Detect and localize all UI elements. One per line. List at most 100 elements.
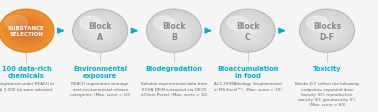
Ellipse shape [241, 26, 254, 36]
Text: Biodegradation: Biodegradation [146, 65, 202, 71]
Ellipse shape [4, 14, 49, 49]
Ellipse shape [98, 30, 102, 33]
Ellipse shape [303, 13, 351, 50]
Ellipse shape [23, 29, 30, 34]
Ellipse shape [169, 28, 178, 35]
Ellipse shape [239, 25, 256, 38]
Ellipse shape [94, 27, 105, 36]
Ellipse shape [321, 26, 333, 36]
Ellipse shape [87, 21, 114, 42]
Ellipse shape [243, 28, 252, 35]
Ellipse shape [173, 31, 175, 32]
Ellipse shape [306, 15, 348, 48]
Ellipse shape [80, 17, 101, 30]
Text: REACH registration tonnage
and environmental release
categories. (Max. score = 1: REACH registration tonnage and environme… [70, 82, 130, 96]
Ellipse shape [9, 18, 44, 45]
Ellipse shape [164, 24, 184, 39]
Ellipse shape [21, 27, 32, 36]
Ellipse shape [76, 13, 124, 50]
Ellipse shape [170, 29, 178, 34]
Text: Block
B: Block B [162, 21, 186, 41]
Ellipse shape [94, 26, 107, 36]
Ellipse shape [8, 17, 45, 46]
Ellipse shape [319, 25, 335, 38]
Ellipse shape [96, 28, 105, 35]
Ellipse shape [168, 27, 179, 36]
Ellipse shape [83, 18, 118, 45]
Ellipse shape [235, 21, 260, 41]
Ellipse shape [149, 12, 198, 51]
Ellipse shape [312, 20, 342, 43]
Ellipse shape [224, 13, 271, 50]
Ellipse shape [167, 26, 180, 36]
Ellipse shape [318, 24, 336, 38]
Ellipse shape [242, 27, 253, 36]
Ellipse shape [246, 30, 249, 33]
Ellipse shape [15, 22, 38, 41]
Ellipse shape [162, 22, 186, 41]
Ellipse shape [228, 16, 267, 46]
Ellipse shape [307, 17, 327, 30]
Ellipse shape [148, 12, 200, 51]
Ellipse shape [91, 24, 109, 38]
Ellipse shape [12, 20, 41, 43]
Ellipse shape [247, 31, 248, 32]
Ellipse shape [90, 24, 110, 39]
Ellipse shape [305, 14, 349, 48]
Text: Toxicity: Toxicity [313, 65, 341, 71]
Ellipse shape [171, 29, 177, 33]
Ellipse shape [245, 29, 250, 33]
Ellipse shape [156, 17, 192, 46]
Ellipse shape [6, 16, 46, 47]
Ellipse shape [317, 24, 337, 39]
Ellipse shape [223, 12, 272, 51]
Ellipse shape [226, 14, 270, 48]
Ellipse shape [22, 28, 31, 35]
Text: Block
A: Block A [88, 21, 112, 41]
Text: Registered under REACH at
≥ 1 000 t/a were selected.: Registered under REACH at ≥ 1 000 t/a we… [0, 82, 54, 91]
Ellipse shape [155, 16, 193, 46]
Ellipse shape [326, 31, 328, 32]
Ellipse shape [88, 22, 112, 41]
Ellipse shape [161, 21, 187, 41]
Ellipse shape [80, 16, 120, 47]
Ellipse shape [239, 24, 257, 38]
Ellipse shape [311, 19, 342, 43]
Ellipse shape [237, 24, 258, 39]
Ellipse shape [234, 21, 261, 42]
Ellipse shape [156, 18, 191, 45]
Ellipse shape [0, 10, 54, 53]
Ellipse shape [5, 15, 48, 48]
Ellipse shape [231, 19, 264, 44]
Ellipse shape [81, 16, 119, 46]
Ellipse shape [0, 11, 53, 52]
Ellipse shape [325, 30, 329, 33]
Text: 100 data-rich
chemicals: 100 data-rich chemicals [2, 65, 51, 78]
Ellipse shape [236, 22, 259, 41]
Ellipse shape [244, 29, 251, 34]
Ellipse shape [154, 16, 194, 47]
Ellipse shape [15, 23, 37, 40]
Ellipse shape [2, 12, 51, 51]
Ellipse shape [85, 20, 115, 43]
Ellipse shape [85, 19, 116, 43]
Ellipse shape [24, 29, 29, 33]
Ellipse shape [167, 26, 181, 37]
Ellipse shape [304, 14, 350, 49]
Ellipse shape [320, 26, 334, 37]
Ellipse shape [78, 14, 122, 48]
Ellipse shape [314, 21, 340, 41]
Ellipse shape [151, 14, 197, 49]
Ellipse shape [159, 20, 189, 43]
Text: Block
C: Block C [236, 21, 259, 41]
Ellipse shape [73, 10, 127, 53]
Ellipse shape [150, 13, 198, 50]
Ellipse shape [96, 29, 104, 34]
Ellipse shape [321, 27, 332, 36]
Ellipse shape [166, 25, 182, 38]
Ellipse shape [160, 21, 187, 42]
Ellipse shape [307, 16, 347, 47]
Ellipse shape [92, 25, 108, 38]
Ellipse shape [172, 30, 176, 33]
Text: SUBSTANCE
SELECTION: SUBSTANCE SELECTION [8, 26, 45, 37]
